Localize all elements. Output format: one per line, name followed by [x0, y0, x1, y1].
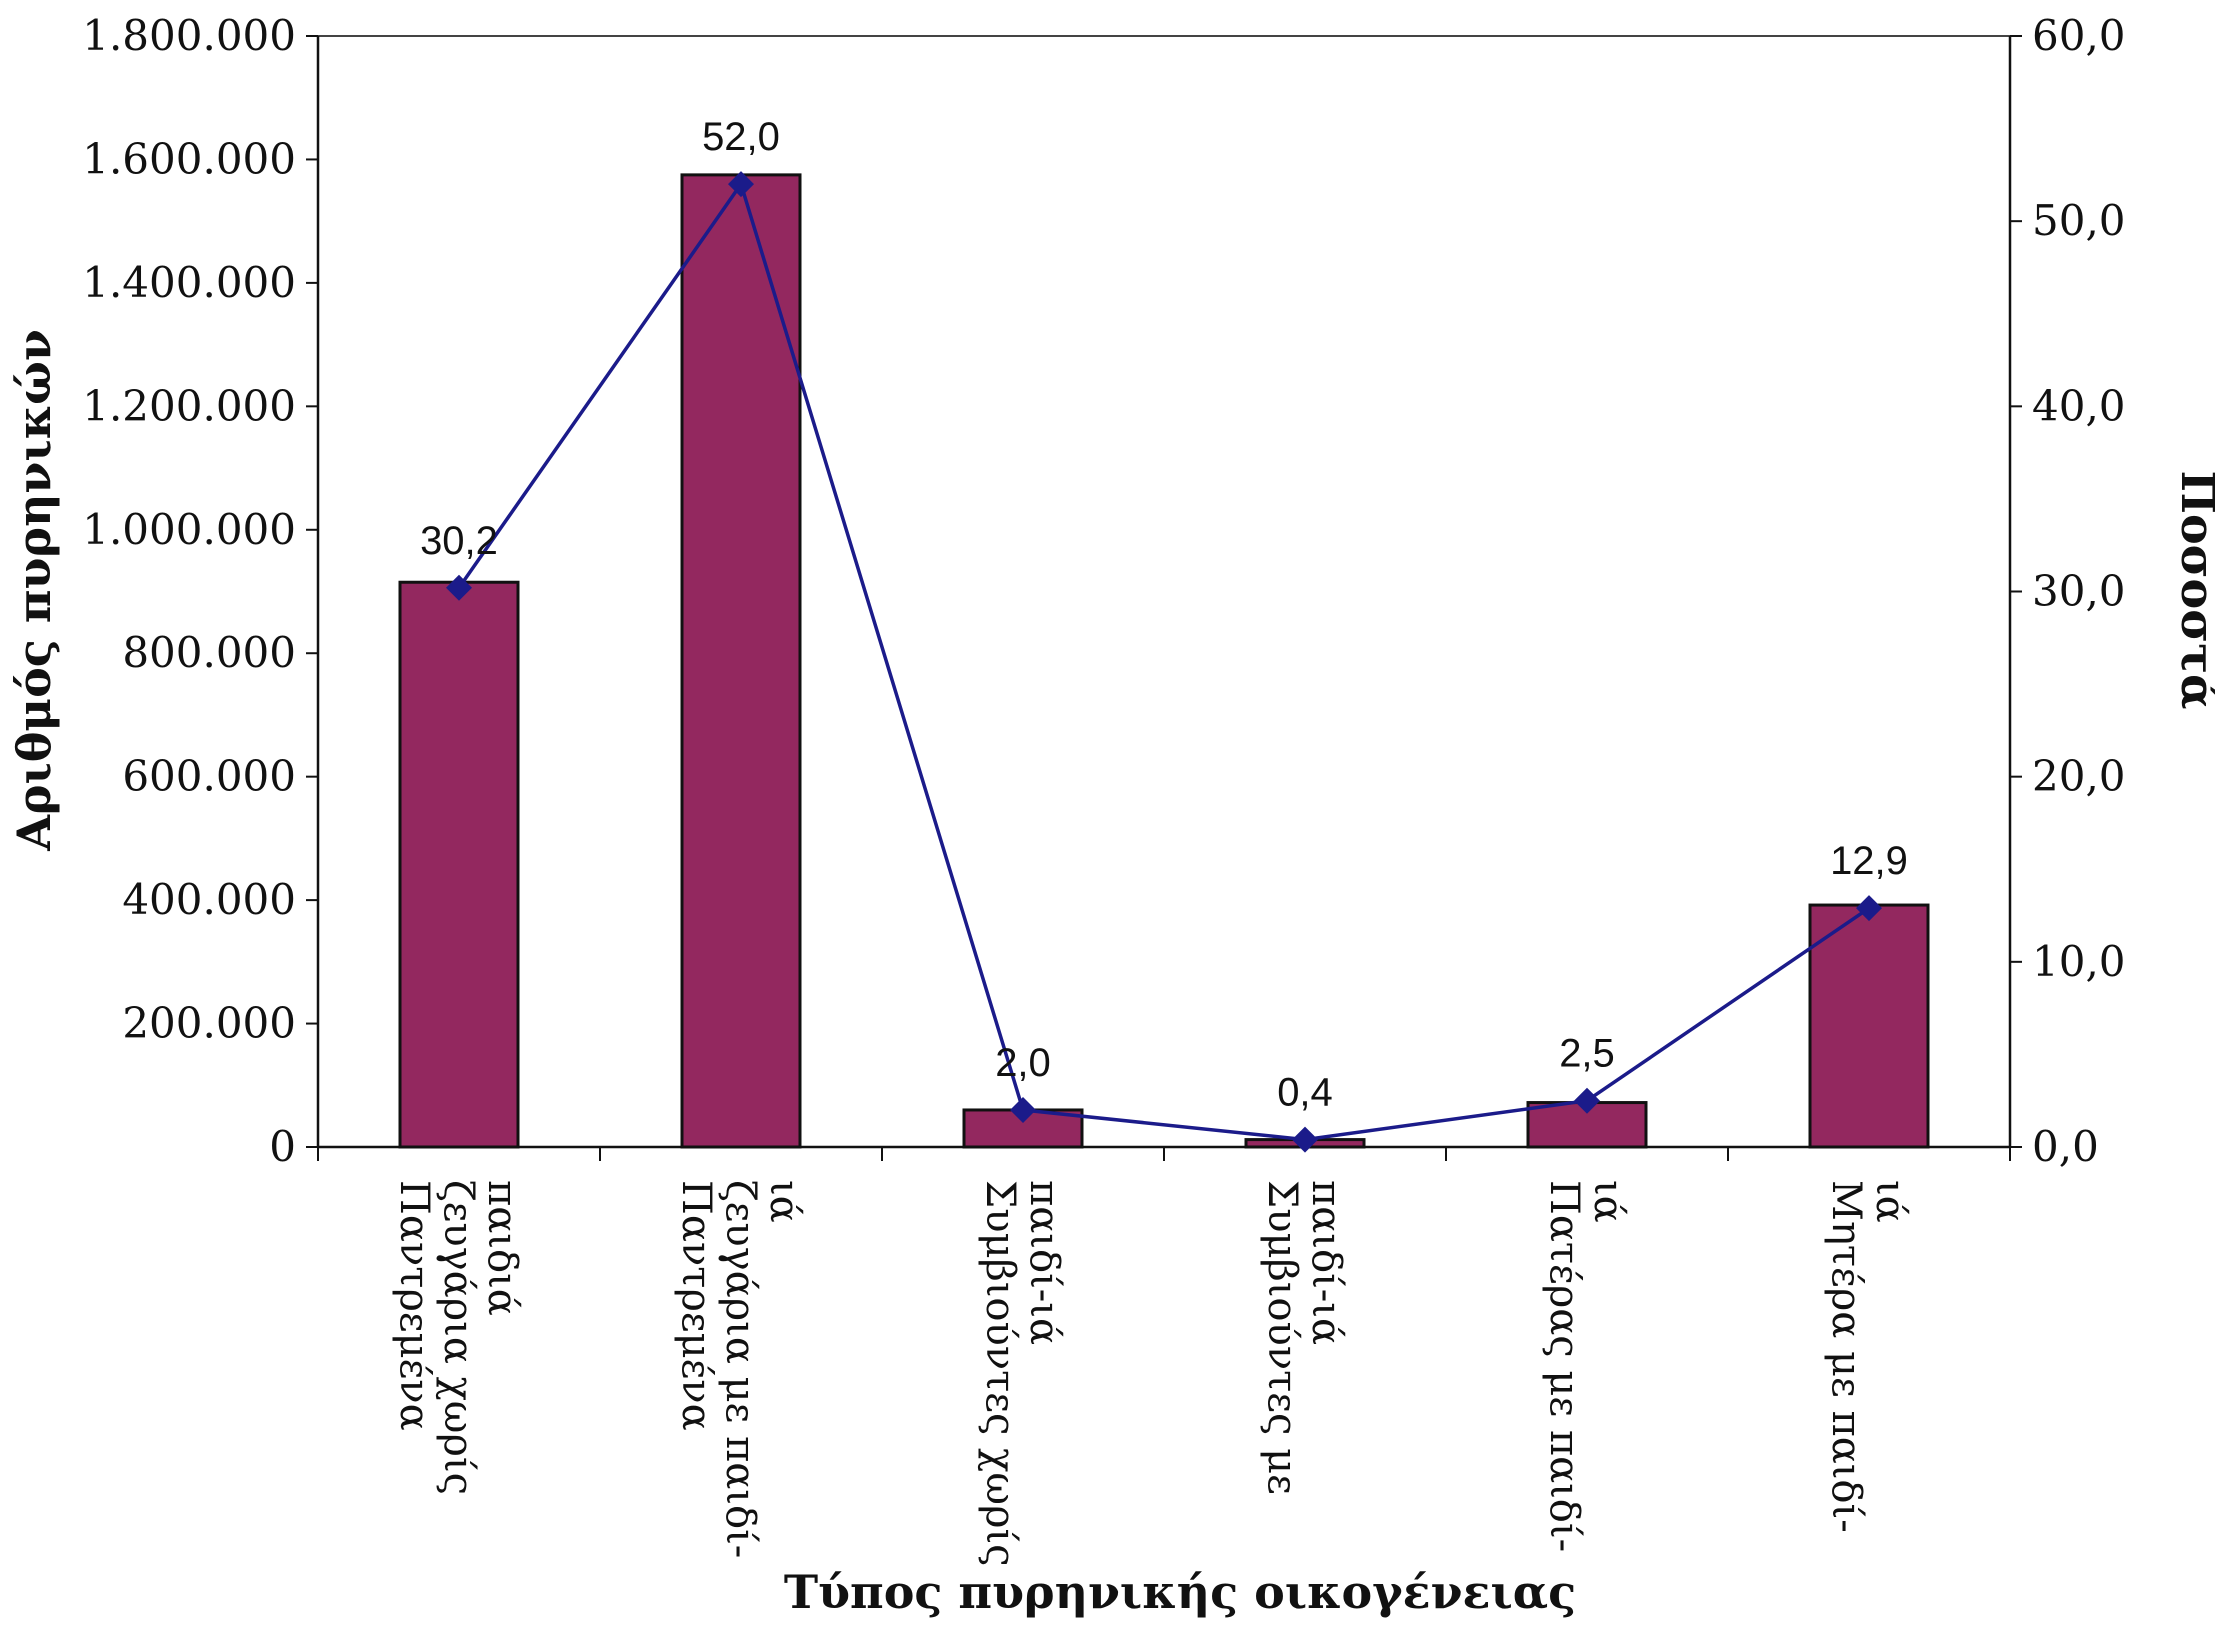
- y-tick-label: 1.400.000: [82, 258, 296, 307]
- y-tick-label: 1.800.000: [82, 11, 296, 60]
- x-axis-title: Τύπος πυρηνικής οικογένειας: [784, 1565, 1576, 1619]
- y-tick-label: 1.000.000: [82, 505, 296, 554]
- y-tick-label: 1.600.000: [82, 134, 296, 183]
- x-tick-label: ζευγάρια χωρίς: [435, 1180, 481, 1495]
- bars: [398, 173, 1930, 1149]
- y2-tick-label: 10,0: [2032, 937, 2126, 986]
- x-tick-label: παιδί-ιά: [1021, 1180, 1067, 1345]
- y2-axis-title: Ποσοστά: [2171, 471, 2215, 710]
- y-tick-label: 200.000: [122, 999, 296, 1048]
- x-tick-label: ιά: [1585, 1180, 1631, 1223]
- line-point-marker: [1856, 895, 1882, 922]
- x-tick-label: Συμβιούντες χωρίς: [977, 1180, 1023, 1567]
- x-tick-label: Παντρεμένα: [673, 1180, 719, 1431]
- y-tick-label: 800.000: [122, 628, 296, 677]
- x-tick-label: παιδιά: [479, 1180, 525, 1316]
- y-tick-label: 400.000: [122, 875, 296, 924]
- x-tick-label: ζευγάρια με παιδί-: [717, 1180, 763, 1558]
- percentage-line: [446, 171, 1882, 1153]
- line-point-marker: [728, 171, 754, 198]
- y2-tick-label: 0,0: [2032, 1122, 2099, 1171]
- x-tick-label: Πατέρας με παιδί-: [1541, 1180, 1587, 1552]
- bar: [398, 580, 520, 1149]
- data-label: 0,4: [1277, 1071, 1333, 1115]
- data-label: 2,0: [995, 1041, 1051, 1085]
- y2-tick-label: 50,0: [2032, 196, 2126, 245]
- y2-tick-label: 40,0: [2032, 381, 2126, 430]
- data-label: 30,2: [420, 519, 498, 563]
- x-tick-label: ιά: [761, 1180, 807, 1223]
- x-tick-label: Μητέρα με παιδί-: [1823, 1180, 1869, 1533]
- data-label: 12,9: [1830, 839, 1908, 883]
- data-label: 2,5: [1559, 1032, 1615, 1076]
- y2-tick-label: 60,0: [2032, 11, 2126, 60]
- y2-tick-label: 30,0: [2032, 567, 2126, 616]
- line-point-marker: [446, 574, 472, 601]
- series-line: [457, 180, 1870, 1142]
- y-tick-label: 1.200.000: [82, 381, 296, 430]
- line-point-marker: [1292, 1126, 1318, 1153]
- y-tick-label: 0: [269, 1122, 296, 1171]
- bar: [1808, 903, 1930, 1149]
- y-tick-label: 600.000: [122, 752, 296, 801]
- y-axis-title: Αριθμός πυρηνικών: [7, 329, 61, 852]
- data-label: 52,0: [702, 115, 780, 159]
- x-tick-label: Συμβιούντες με: [1259, 1180, 1305, 1495]
- line-point-marker: [1010, 1096, 1036, 1123]
- bar: [680, 173, 802, 1149]
- x-tick-label: ιά: [1867, 1180, 1913, 1223]
- x-tick-label: Παντρεμένα: [391, 1180, 437, 1431]
- axes: 0 200.000 400.000 600.000 800.000 1.000.000 1.…: [82, 11, 2125, 1171]
- x-tick-label: παιδί-ιά: [1303, 1180, 1349, 1345]
- y2-tick-label: 20,0: [2032, 752, 2126, 801]
- line-point-marker: [1574, 1087, 1600, 1114]
